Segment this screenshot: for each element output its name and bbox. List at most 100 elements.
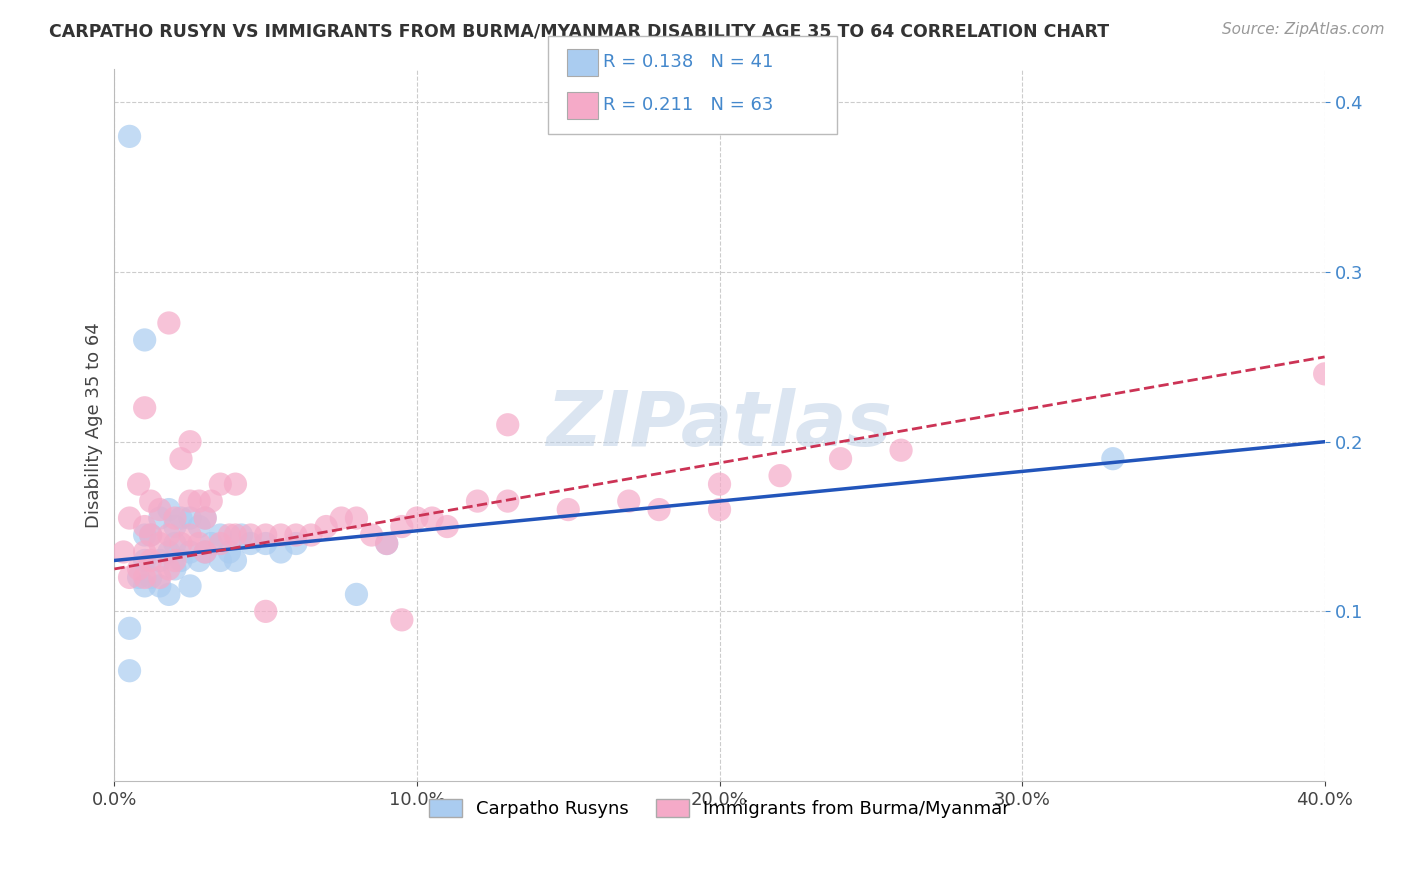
Point [134,401,156,415]
Point [134,570,156,584]
Point [188,519,211,533]
Text: CARPATHO RUSYN VS IMMIGRANTS FROM BURMA/MYANMAR DISABILITY AGE 35 TO 64 CORRELAT: CARPATHO RUSYN VS IMMIGRANTS FROM BURMA/… [49,22,1109,40]
Point [299,528,322,542]
Point [209,528,232,542]
Point [557,502,579,516]
Point [346,511,368,525]
Point [391,613,413,627]
Point [284,536,307,550]
Point [209,536,232,550]
Point [179,494,201,508]
Point [149,502,172,516]
Point [224,528,246,542]
Point [496,417,519,432]
Point [391,519,413,533]
Point [284,528,307,542]
Point [134,528,156,542]
Point [254,604,277,618]
Text: R = 0.138   N = 41: R = 0.138 N = 41 [603,54,773,71]
Point [134,519,156,533]
Point [254,528,277,542]
Point [769,468,792,483]
Point [709,477,731,491]
Point [375,536,398,550]
Point [163,519,186,533]
Point [118,511,141,525]
Point [139,528,162,542]
Point [239,536,262,550]
Point [218,545,240,559]
Point [617,494,640,508]
Point [134,545,156,559]
Point [709,502,731,516]
Point [179,579,201,593]
Point [163,511,186,525]
Point [188,494,211,508]
Point [157,545,180,559]
Text: Source: ZipAtlas.com: Source: ZipAtlas.com [1222,22,1385,37]
Point [224,553,246,567]
Point [149,570,172,584]
Point [188,536,211,550]
Point [1313,367,1336,381]
Point [149,553,172,567]
Point [170,451,193,466]
Point [270,528,292,542]
Point [157,562,180,576]
Point [139,494,162,508]
Point [157,316,180,330]
Point [163,536,186,550]
Point [149,579,172,593]
Point [830,451,852,466]
Point [139,570,162,584]
Point [157,502,180,516]
Point [170,536,193,550]
Point [194,545,217,559]
Point [254,536,277,550]
Point [890,443,912,458]
Point [118,570,141,584]
Point [224,477,246,491]
Point [270,545,292,559]
Point [139,553,162,567]
Point [315,519,337,533]
Point [179,434,201,449]
Point [134,333,156,347]
Point [118,664,141,678]
Point [360,528,382,542]
Point [157,587,180,601]
Point [420,511,443,525]
Point [231,528,253,542]
Point [118,129,141,144]
Point [163,553,186,567]
Point [170,553,193,567]
Point [239,528,262,542]
Point [170,511,193,525]
Point [134,579,156,593]
Point [179,511,201,525]
Point [346,587,368,601]
Text: ZIPatlas: ZIPatlas [547,388,893,462]
Point [194,545,217,559]
Point [128,562,150,576]
Point [134,553,156,567]
Point [496,494,519,508]
Point [406,511,429,525]
Point [209,477,232,491]
Point [139,528,162,542]
Point [436,519,458,533]
Point [648,502,671,516]
Point [112,545,135,559]
Point [179,545,201,559]
Point [128,477,150,491]
Point [200,536,222,550]
Point [163,562,186,576]
Point [149,536,172,550]
Point [149,511,172,525]
Point [1102,451,1125,466]
Point [194,511,217,525]
Point [188,553,211,567]
Point [118,621,141,635]
Point [209,553,232,567]
Point [200,494,222,508]
